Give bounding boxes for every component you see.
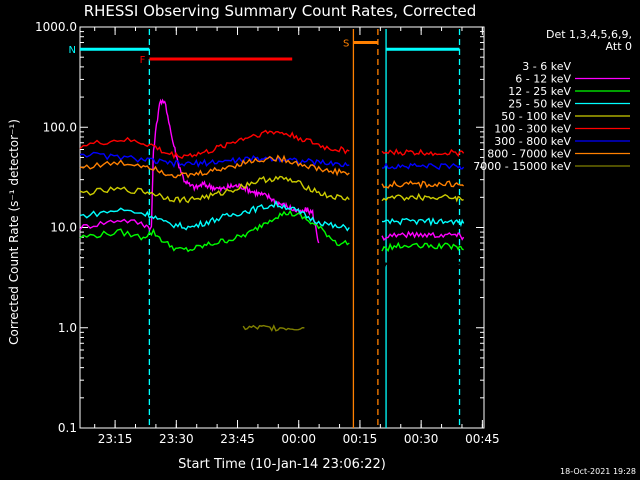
x-tick-label: 23:15	[98, 432, 133, 446]
flag-bars: N F S	[69, 39, 460, 66]
legend-header: Det 1,3,4,5,6,9,	[546, 28, 632, 41]
series-line	[79, 199, 350, 232]
x-tick-label: 00:00	[281, 432, 316, 446]
y-tick-label: 100.0	[43, 120, 77, 134]
legend-item-label: 12 - 25 keV	[508, 85, 571, 98]
y-tick-label: 10.0	[50, 221, 77, 235]
flag-label: F	[140, 55, 146, 66]
series-line-segment	[381, 148, 465, 158]
series-line-segment	[381, 230, 465, 241]
chart-title: RHESSI Observing Summary Count Rates, Co…	[84, 2, 477, 20]
series-lines	[79, 98, 465, 332]
x-tick-label: 23:30	[159, 432, 194, 446]
series-line	[79, 129, 350, 160]
x-axis: 23:15 23:30 23:45 00:00 00:15 00:30 00:45	[94, 27, 500, 446]
series-line	[79, 98, 320, 244]
y-axis: 1000.0 100.0 10.0 1.0 0.1	[35, 20, 484, 435]
series-line-segment	[381, 192, 464, 203]
legend-item-label: 300 - 800 keV	[494, 135, 571, 148]
legend-header: Att 0	[606, 40, 632, 53]
series-line-segment	[381, 257, 465, 271]
legend-item-label: 50 - 100 keV	[501, 110, 571, 123]
series-line	[79, 151, 350, 168]
series-line-segment	[381, 179, 465, 189]
x-axis-label: Start Time (10-Jan-14 23:06:22)	[178, 457, 386, 472]
legend-item-label: 7000 - 15000 keV	[473, 160, 571, 173]
y-axis-label: Corrected Count Rate (s⁻¹ detector⁻¹)	[7, 119, 21, 345]
legend-item-label: 100 - 300 keV	[494, 123, 571, 136]
series-line	[79, 209, 350, 253]
x-tick-label: 00:15	[343, 432, 378, 446]
flag-label: N	[69, 45, 76, 56]
x-tick-label: 00:45	[465, 432, 500, 446]
series-line-segment	[382, 217, 465, 228]
y-tick-label: 0.1	[58, 421, 77, 435]
vertical-markers	[148, 29, 461, 428]
series-line-segment	[381, 241, 464, 253]
footer-date: 18-Oct-2021 19:28	[560, 467, 636, 476]
series-line-segment	[381, 162, 465, 171]
legend-item-label: 25 - 50 keV	[508, 98, 571, 111]
x-tick-label: 23:45	[220, 432, 255, 446]
legend-item-label: 3 - 6 keV	[522, 60, 571, 73]
series-line	[79, 175, 350, 204]
series-line	[242, 324, 305, 332]
flag-label: S	[343, 39, 349, 50]
legend-item-label: 800 - 7000 keV	[487, 148, 571, 161]
y-tick-label: 1000.0	[35, 20, 77, 34]
series-line	[79, 154, 350, 179]
x-tick-label: 00:30	[404, 432, 439, 446]
y-tick-label: 1.0	[58, 321, 77, 335]
legend-item-label: 6 - 12 keV	[515, 73, 571, 86]
